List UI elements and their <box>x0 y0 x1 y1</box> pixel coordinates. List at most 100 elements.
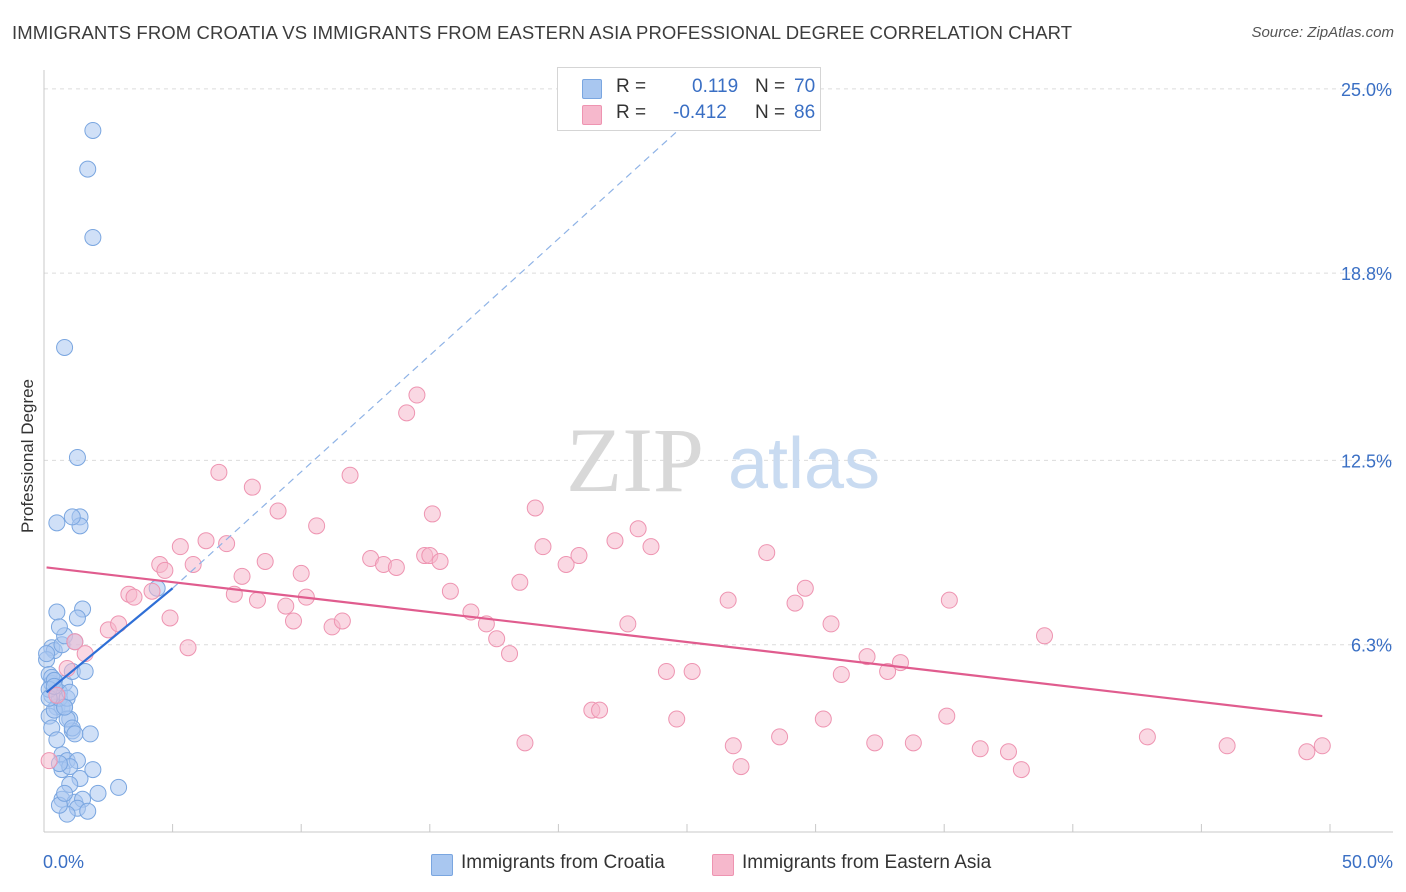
data-point <box>125 588 143 606</box>
data-point <box>110 778 128 796</box>
data-point <box>570 547 588 565</box>
data-point <box>156 561 174 579</box>
data-point <box>516 734 534 752</box>
data-point <box>557 555 575 573</box>
data-point <box>408 386 426 404</box>
data-point <box>284 612 302 630</box>
bottom-legend-swatch-croatia <box>431 854 453 876</box>
data-point <box>858 648 876 666</box>
data-point <box>89 784 107 802</box>
watermark-zip: ZIP <box>566 409 704 511</box>
trend-lines <box>45 103 1323 718</box>
data-point <box>398 404 416 422</box>
data-point <box>161 609 179 627</box>
data-point <box>488 630 506 648</box>
legend-swatch-croatia <box>582 79 602 99</box>
data-point <box>866 734 884 752</box>
data-point <box>1218 737 1236 755</box>
data-point <box>732 758 750 776</box>
source-label: Source: ZipAtlas.com <box>1251 24 1394 41</box>
y-tick-labels: 6.3% 12.5% 18.8% 25.0% <box>1341 80 1392 656</box>
data-point <box>66 633 84 651</box>
y-axis-label: Professional Degree <box>18 378 37 534</box>
bottom-legend-label-eastern-asia: Immigrants from Eastern Asia <box>742 852 992 873</box>
legend-swatch-eastern-asia <box>582 105 602 125</box>
data-point <box>606 532 624 550</box>
watermark-atlas: atlas <box>728 424 880 504</box>
data-point <box>48 603 66 621</box>
data-point <box>526 499 544 517</box>
data-point <box>243 478 261 496</box>
data-point <box>56 698 74 716</box>
data-point <box>333 612 351 630</box>
data-point <box>79 160 97 178</box>
data-point <box>619 615 637 633</box>
data-point <box>48 514 66 532</box>
data-point <box>971 740 989 758</box>
data-point <box>431 552 449 570</box>
data-point <box>814 710 832 728</box>
data-point <box>771 728 789 746</box>
data-point <box>66 725 84 743</box>
data-point <box>642 538 660 556</box>
legend-r-value: -0.412 <box>673 102 727 123</box>
data-point <box>56 784 74 802</box>
data-point <box>1012 761 1030 779</box>
data-point <box>210 463 228 481</box>
data-point <box>269 502 287 520</box>
data-point <box>387 558 405 576</box>
correlation-legend: R = 0.119 N = 70 R = -0.412 N = 86 <box>557 67 821 131</box>
data-point <box>63 508 81 526</box>
y-tick-label: 18.8% <box>1341 264 1392 284</box>
trend-line <box>46 566 1323 718</box>
data-point <box>1138 728 1156 746</box>
data-point <box>501 645 519 663</box>
legend-r-label: R = <box>616 76 647 97</box>
data-point <box>38 645 56 663</box>
data-point <box>629 520 647 538</box>
legend-n-label: N = <box>755 76 786 97</box>
data-point <box>81 725 99 743</box>
bottom-legend-swatch-eastern-asia <box>712 854 734 876</box>
data-point <box>171 538 189 556</box>
data-point <box>719 591 737 609</box>
trend-line <box>45 587 174 694</box>
data-point <box>668 710 686 728</box>
data-point <box>248 591 266 609</box>
data-point <box>84 121 102 139</box>
data-point <box>277 597 295 615</box>
data-point <box>940 591 958 609</box>
data-point <box>938 707 956 725</box>
data-point <box>184 555 202 573</box>
y-tick-label: 12.5% <box>1341 451 1392 471</box>
data-point <box>233 567 251 585</box>
data-point <box>84 761 102 779</box>
data-point <box>79 802 97 820</box>
data-point <box>341 466 359 484</box>
data-point <box>68 448 86 466</box>
data-point <box>48 731 66 749</box>
data-point <box>879 662 897 680</box>
data-point <box>1313 737 1331 755</box>
data-point <box>423 505 441 523</box>
chart-title: IMMIGRANTS FROM CROATIA VS IMMIGRANTS FR… <box>12 22 1073 43</box>
data-point <box>256 552 274 570</box>
data-point <box>68 609 86 627</box>
data-point <box>904 734 922 752</box>
legend-r-label: R = <box>616 102 647 123</box>
data-point <box>218 535 236 553</box>
y-tick-label: 6.3% <box>1351 636 1392 656</box>
data-point <box>179 639 197 657</box>
data-point <box>441 582 459 600</box>
bottom-legend-label-croatia: Immigrants from Croatia <box>461 852 665 873</box>
x-tick-max: 50.0% <box>1341 852 1393 872</box>
legend-n-value: 70 <box>794 76 816 97</box>
data-point <box>84 228 102 246</box>
data-point <box>796 579 814 597</box>
data-point <box>50 618 68 636</box>
data-point <box>1000 743 1017 761</box>
data-points <box>38 121 1331 823</box>
data-point <box>56 338 74 356</box>
data-point <box>534 538 552 556</box>
data-point <box>591 701 609 719</box>
